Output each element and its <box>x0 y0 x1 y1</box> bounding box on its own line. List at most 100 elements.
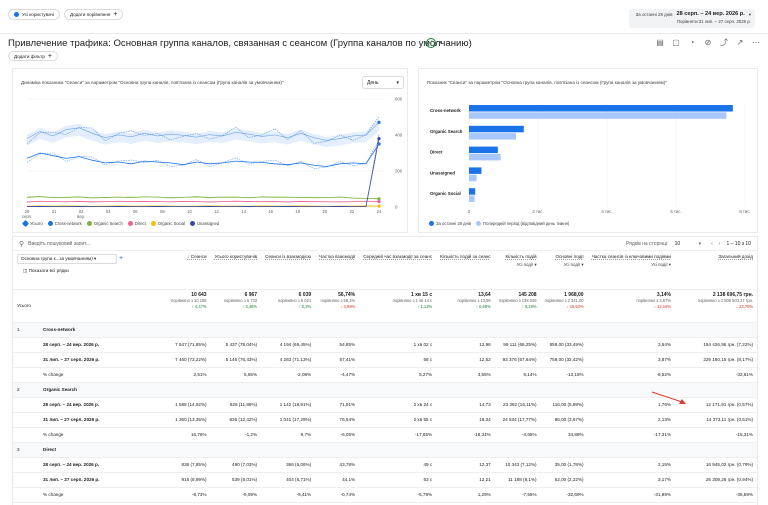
table-cell: 836 (7,85%) <box>167 457 211 473</box>
table-cell: 71,91% <box>315 397 360 413</box>
show-all-rows-toggle[interactable]: ◫ Показати всі рядки <box>23 268 69 273</box>
table-cell: -8,52% <box>587 367 675 383</box>
column-header-label: Частка сеансів із ключовими подіями <box>591 254 671 259</box>
row-label: 28 серп. – 24 вер. 2026 р. <box>39 337 167 353</box>
bar <box>469 195 475 202</box>
bar-chart: 0 2 тис. 4 тис. 6 тис. 8 тис. Cross-network Or… <box>430 103 751 214</box>
table-cell: -32,61% <box>675 367 757 383</box>
x-tick-label: 4 тис. <box>601 209 612 214</box>
add-dimension-icon[interactable]: + <box>117 255 124 262</box>
column-header[interactable]: Середній час взаємодії за сеанс <box>359 251 437 290</box>
table-cell: 4 194 (69,45%) <box>261 337 316 353</box>
y-tick-label: 0 <box>395 205 398 210</box>
check-circle-icon[interactable]: ✓ <box>426 38 436 48</box>
add-filter-button[interactable]: Додати фільтр + <box>8 51 58 61</box>
column-header-label: Основні події <box>555 254 584 259</box>
insights-icon[interactable]: ◔ <box>689 38 695 47</box>
legend-swatch <box>150 221 156 226</box>
y-tick-label: 600 <box>395 97 403 102</box>
total-delta: ↑ 5,19% <box>521 303 537 309</box>
total-compare: порівняно з 10 188 <box>171 297 207 303</box>
column-header[interactable]: Кількість подій за сеанс <box>436 251 495 290</box>
date-range-picker[interactable]: За останні 28 днів 28 серп. – 24 вер. 202… <box>629 9 755 28</box>
chevron-down-icon: ▾ <box>396 80 399 86</box>
table-cell: 12,37 <box>436 457 495 473</box>
x-tick-month: вер. <box>77 214 85 219</box>
column-header[interactable]: Частка взаємодії <box>315 251 360 290</box>
chevron-down-icon: ▾ <box>698 240 702 247</box>
segment-chip-all-users[interactable]: Усі користувачі <box>8 9 60 20</box>
table-cell: -13,18% <box>540 367 588 383</box>
legend-item[interactable]: Direct <box>127 221 146 226</box>
table-row: 28 серп. – 24 вер. 2026 р. 7 647 (71,85%)… <box>13 337 757 353</box>
trend-icon[interactable]: ↗ <box>736 38 744 47</box>
totals-row: Усього 10 643 порівняно з 10 188 ↑ 4,47% 6 9… <box>13 289 757 323</box>
next-page-icon[interactable]: › <box>718 240 721 247</box>
period-select[interactable]: День ▾ <box>362 76 404 89</box>
customize-report-icon[interactable]: ▤ <box>656 38 664 47</box>
column-header[interactable]: Сеанси із взаємодією <box>261 251 316 290</box>
table-search-input[interactable]: Введіть пошуковий запит... <box>28 240 91 247</box>
table-cell: 659,00 (33,49%) <box>540 337 588 353</box>
column-header[interactable]: ↓ Сеанси <box>167 251 211 290</box>
chevron-down-icon[interactable]: ▾ <box>439 40 443 46</box>
x-tick-label: 14 <box>241 209 246 214</box>
column-header[interactable]: Усього користувачів <box>210 251 262 290</box>
table-cell: 12,96 <box>436 337 495 353</box>
legend-item[interactable]: Organic Social <box>150 221 185 226</box>
table-cell: 836 (12,42%) <box>210 412 262 428</box>
group-header-row[interactable]: 3 Direct <box>13 442 757 458</box>
table-cell: 16,76% <box>167 427 211 443</box>
event-filter-select[interactable]: Усі події ▾ <box>563 262 584 267</box>
legend-item[interactable]: Organic Search <box>86 221 123 226</box>
y-tick-label: 400 <box>395 133 403 138</box>
bar <box>469 146 498 154</box>
x-tick-label: 29 <box>25 209 30 214</box>
segment-label: Усі користувачі <box>22 12 54 17</box>
column-header[interactable]: Основні події Усі події ▾ <box>540 251 588 290</box>
legend-swatch <box>86 221 92 226</box>
table-row: 31 лип. – 27 серп. 2026 р. 916 (8,99%) 539… <box>13 472 757 488</box>
column-header[interactable]: Загальний дохід <box>675 251 757 290</box>
series-line <box>26 122 380 141</box>
group-header-row[interactable]: 1 Cross-network <box>13 322 757 338</box>
event-filter-select[interactable]: Усі події ▾ <box>651 262 671 267</box>
column-header-label: Середній час взаємодії за сеанс <box>363 254 433 259</box>
column-header[interactable]: Кількість подій Усі події ▾ <box>494 251 541 290</box>
rows-per-page-label: Рядків на сторінці: <box>625 240 669 247</box>
column-header-label: ↓ Сеанси <box>187 254 207 259</box>
comment-icon[interactable]: ▢ <box>672 38 680 47</box>
dimension-select[interactable]: Основна група к...за умовчанням) ▾ <box>17 254 117 264</box>
table-cell: 26 309,26 грн. (0,94%) <box>675 472 757 488</box>
report-toolbar: ▤ ▢ ◔ ⊘ ⤴ ↗ ⋯ <box>654 37 762 49</box>
table-cell: 11 188 (8,1%) <box>494 472 541 488</box>
legend-swatch <box>127 221 133 226</box>
legend-item[interactable]: Cross-network <box>47 221 82 226</box>
prev-page-icon[interactable]: ‹ <box>711 240 713 247</box>
group-header-row[interactable]: 2 Organic Search <box>13 382 757 398</box>
table-cell: 2 хв 55 с <box>359 412 437 428</box>
totals-cell: 6 967 порівняно з 6 733 ↑ 3,48% <box>210 289 262 323</box>
compare-icon[interactable]: ⊘ <box>704 38 712 47</box>
event-filter-select[interactable]: Усі події ▾ <box>516 262 537 267</box>
more-icon[interactable]: ⋯ <box>752 38 760 47</box>
legend-item[interactable]: Попередній період (відповідний день тижн… <box>476 221 569 226</box>
table-cell: 43,78% <box>315 457 360 473</box>
column-header[interactable]: Частка сеансів із ключовими подіями Усі п… <box>587 251 675 290</box>
add-comparison-button[interactable]: Додати порівняння + <box>64 9 124 20</box>
legend-label: Unassigned <box>197 221 220 226</box>
total-compare: порівняно з 1 хв 14 с <box>392 297 433 303</box>
table-cell: 366 (6,06%) <box>261 457 316 473</box>
date-range-prefix: За останні 28 днів <box>635 12 673 17</box>
legend-item[interactable]: Unassigned <box>190 221 219 226</box>
table-cell: 49 с <box>359 457 437 473</box>
y-tick-label: 200 <box>395 169 403 174</box>
legend-item[interactable]: Усього <box>21 219 43 228</box>
legend-item[interactable]: За останні 28 днів <box>429 221 471 226</box>
rows-per-page-select[interactable]: 10 <box>674 240 681 247</box>
table-cell: -35,59% <box>675 487 757 503</box>
share-icon[interactable]: ⤴ <box>720 38 728 47</box>
row-index: 3 <box>13 442 39 458</box>
line-chart-card: Динаміка показника "Сеанси" за параметро… <box>12 68 408 233</box>
table-cell: 12 171,91 грн. (0,57%) <box>675 397 757 413</box>
